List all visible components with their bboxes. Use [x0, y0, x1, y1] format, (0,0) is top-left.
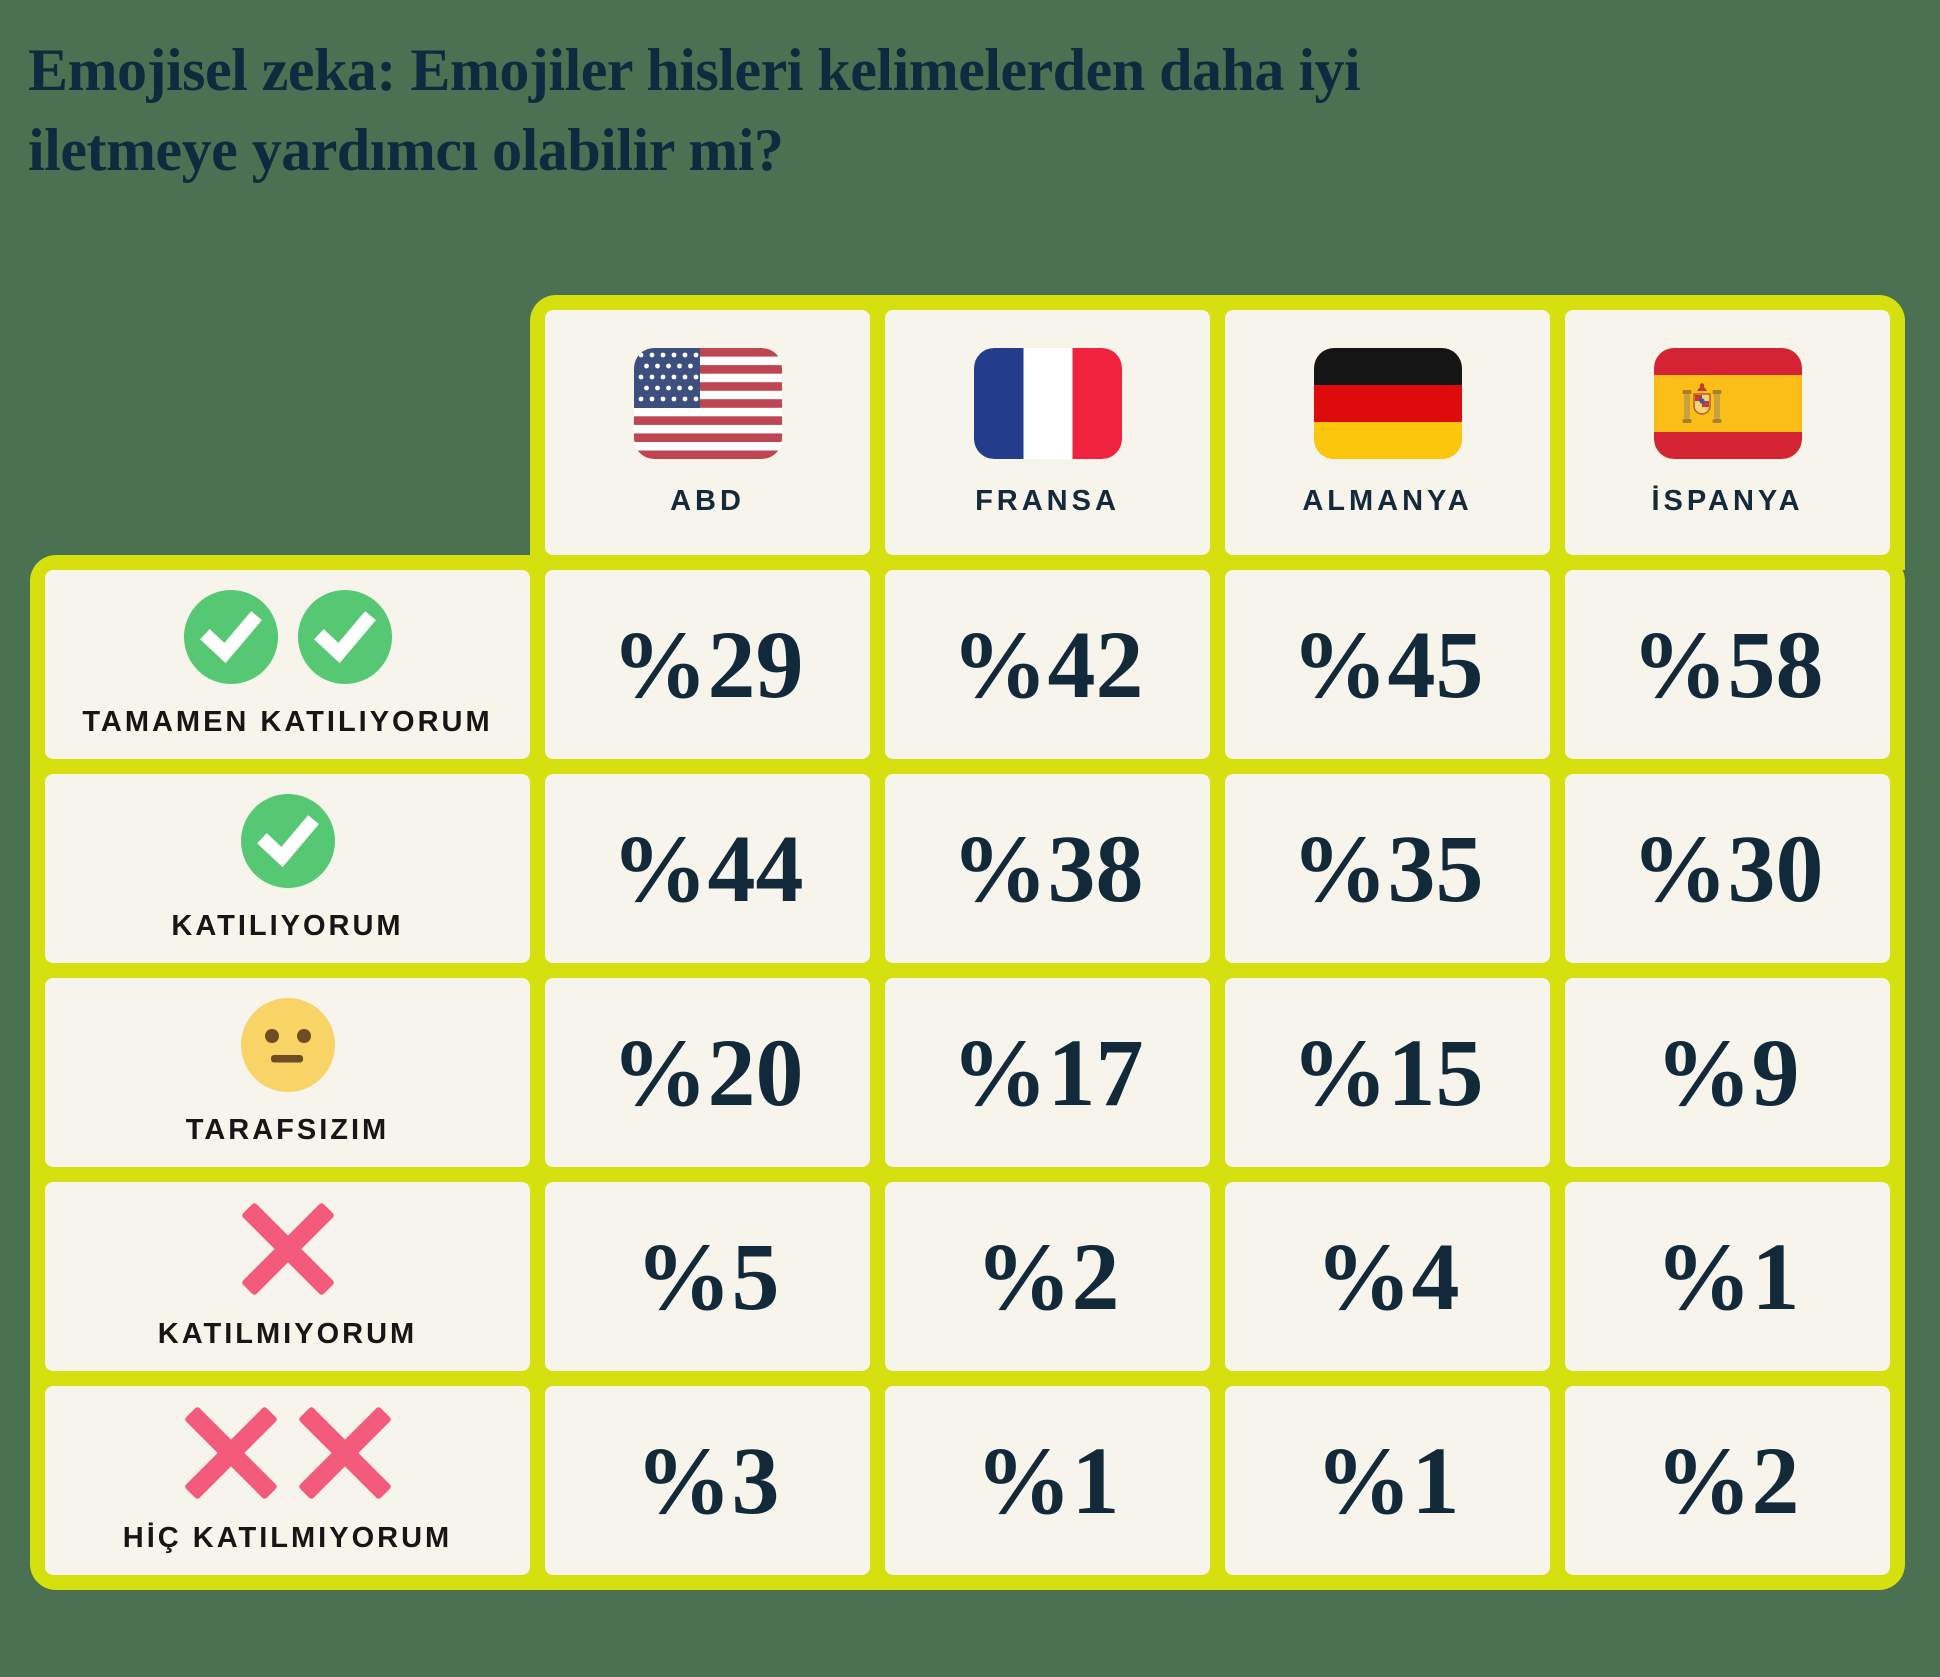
value-text: %3 — [635, 1426, 780, 1534]
germany-flag-icon — [1313, 347, 1462, 459]
value-cell: %2 — [885, 1182, 1210, 1371]
check-circle-icon — [240, 794, 335, 888]
value-text: %35 — [1291, 814, 1484, 922]
value-text: %45 — [1291, 610, 1484, 718]
value-cell: %4 — [1225, 1182, 1550, 1371]
spain-flag-icon — [1653, 347, 1802, 459]
row-emoji-group — [241, 1202, 335, 1296]
value-text: %20 — [611, 1018, 804, 1126]
column-label-abd: ABD — [670, 484, 745, 517]
value-text: %2 — [975, 1222, 1120, 1330]
row-label: TAMAMEN KATILIYORUM — [82, 706, 493, 738]
page-title-line-2: iletmeye yardımcı olabilir mi? — [28, 117, 784, 184]
value-text: %29 — [611, 610, 804, 718]
value-cell: %58 — [1565, 570, 1890, 759]
value-text: %38 — [951, 814, 1144, 922]
value-cell: %38 — [885, 774, 1210, 963]
value-text: %58 — [1631, 610, 1824, 718]
row-label: KATILIYORUM — [171, 910, 404, 942]
value-cell: %1 — [1565, 1182, 1890, 1371]
value-text: %2 — [1655, 1426, 1800, 1534]
cross-mark-icon — [241, 1203, 334, 1295]
value-cell: %1 — [1225, 1386, 1550, 1575]
value-cell: %17 — [885, 978, 1210, 1167]
row-emoji-group — [240, 998, 335, 1092]
value-cell: %3 — [545, 1386, 870, 1575]
value-text: %5 — [635, 1222, 780, 1330]
value-cell: %15 — [1225, 978, 1550, 1167]
us-flag-icon — [633, 347, 782, 459]
column-label-almanya: ALMANYA — [1302, 484, 1473, 517]
value-text: %44 — [611, 814, 804, 922]
row-header-katiliyorum: KATILIYORUM — [45, 774, 530, 963]
value-cell: %5 — [545, 1182, 870, 1371]
value-cell: %45 — [1225, 570, 1550, 759]
row-header-katilmiyorum: KATILMIYORUM — [45, 1182, 530, 1371]
value-cell: %9 — [1565, 978, 1890, 1167]
column-label-fransa: FRANSA — [975, 484, 1120, 517]
row-label: TARAFSIZIM — [185, 1114, 390, 1146]
check-circle-icon — [183, 590, 278, 684]
row-label: HİÇ KATILMIYORUM — [122, 1522, 453, 1554]
column-header-ispanya: İSPANYA — [1565, 310, 1890, 555]
value-cell: %1 — [885, 1386, 1210, 1575]
value-text: %15 — [1291, 1018, 1484, 1126]
row-emoji-group — [240, 794, 335, 888]
value-text: %1 — [1315, 1426, 1460, 1534]
row-emoji-group — [184, 1406, 392, 1500]
cross-mark-icon — [184, 1407, 277, 1499]
value-text: %4 — [1315, 1222, 1460, 1330]
value-cell: %30 — [1565, 774, 1890, 963]
france-flag-icon — [973, 347, 1122, 459]
value-cell: %35 — [1225, 774, 1550, 963]
value-text: %1 — [1655, 1222, 1800, 1330]
row-header-tarafsizim: TARAFSIZIM — [45, 978, 530, 1167]
neutral-face-icon — [240, 998, 335, 1092]
value-cell: %29 — [545, 570, 870, 759]
column-header-almanya: ALMANYA — [1225, 310, 1550, 555]
column-header-fransa: FRANSA — [885, 310, 1210, 555]
check-circle-icon — [297, 590, 392, 684]
cross-mark-icon — [298, 1407, 391, 1499]
value-cell: %42 — [885, 570, 1210, 759]
value-text: %42 — [951, 610, 1144, 718]
value-text: %17 — [951, 1018, 1144, 1126]
column-label-ispanya: İSPANYA — [1651, 484, 1804, 517]
table-header-row: ABD FRANSA ALMANYA — [530, 295, 1905, 570]
value-text: %30 — [1631, 814, 1824, 922]
row-label: KATILMIYORUM — [157, 1318, 418, 1350]
column-header-abd: ABD — [545, 310, 870, 555]
page-title-line-1: Emojisel zeka: Emojiler hisleri kelimele… — [28, 37, 1361, 104]
table-body: TAMAMEN KATILIYORUM %29 %42 %45 %58 KATI… — [30, 555, 1905, 1590]
value-text: %9 — [1655, 1018, 1800, 1126]
value-cell: %20 — [545, 978, 870, 1167]
row-header-tamamen-katiliyorum: TAMAMEN KATILIYORUM — [45, 570, 530, 759]
row-header-hic-katilmiyorum: HİÇ KATILMIYORUM — [45, 1386, 530, 1575]
value-cell: %2 — [1565, 1386, 1890, 1575]
row-emoji-group — [183, 590, 392, 684]
page-title: Emojisel zeka: Emojiler hisleri kelimele… — [28, 30, 1361, 190]
value-text: %1 — [975, 1426, 1120, 1534]
value-cell: %44 — [545, 774, 870, 963]
